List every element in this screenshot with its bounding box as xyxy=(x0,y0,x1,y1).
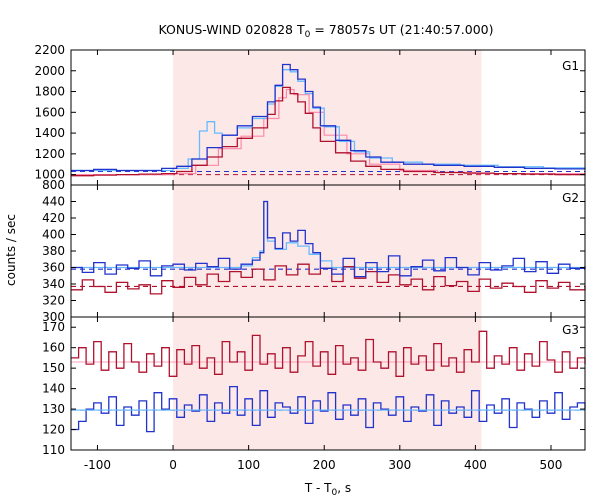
shaded-interval-g1 xyxy=(173,50,482,185)
y-tick-label-g1: 1600 xyxy=(34,105,65,119)
y-tick-label-g2: 420 xyxy=(42,211,65,225)
x-tick-label: 100 xyxy=(237,458,260,472)
chart-title: KONUS-WIND 020828 T0 = 78057s UT (21:40:… xyxy=(158,22,493,40)
y-tick-label-g1: 800 xyxy=(42,178,65,192)
y-tick-label-g1: 1200 xyxy=(34,147,65,161)
y-tick-label-g3: 110 xyxy=(42,443,65,457)
panel-frame-g3 xyxy=(70,316,586,451)
x-axis-label: T - T0, s xyxy=(304,481,351,498)
y-tick-label-g2: 320 xyxy=(42,294,65,308)
panel-label-g2: G2 xyxy=(562,191,579,205)
y-tick-label-g1: 1000 xyxy=(34,168,65,182)
data-layer xyxy=(71,63,586,433)
x-tick-label: 0 xyxy=(169,458,177,472)
y-tick-label-g3: 120 xyxy=(42,423,65,437)
x-tick-label: -100 xyxy=(84,458,111,472)
y-tick-label-g2: 380 xyxy=(42,244,65,258)
shaded-interval-g3 xyxy=(173,317,482,450)
tick-layer: 1000120014001600180020002200800300320340… xyxy=(34,43,585,472)
red-counts-g3 xyxy=(71,330,586,377)
y-tick-label-g1: 2200 xyxy=(34,43,65,57)
shaded-interval-g2 xyxy=(173,185,482,317)
y-tick-label-g3: 140 xyxy=(42,382,65,396)
x-tick-label: 200 xyxy=(313,458,336,472)
y-tick-label-g3: 170 xyxy=(42,320,65,334)
x-tick-label: 400 xyxy=(464,458,487,472)
y-tick-label-g3: 150 xyxy=(42,361,65,375)
x-tick-label: 300 xyxy=(388,458,411,472)
x-tick-label: 500 xyxy=(540,458,563,472)
y-axis-label: counts / sec xyxy=(4,214,18,286)
y-tick-label-g1: 1400 xyxy=(34,126,65,140)
panel-label-g3: G3 xyxy=(562,323,579,337)
blue-counts-g3 xyxy=(71,385,586,433)
y-tick-label-g3: 160 xyxy=(42,341,65,355)
y-tick-label-g1: 2000 xyxy=(34,64,65,78)
shaded-interval-layer xyxy=(173,50,482,450)
panel-label-g1: G1 xyxy=(562,59,579,73)
y-tick-label-g2: 400 xyxy=(42,228,65,242)
y-tick-label-g2: 300 xyxy=(42,310,65,324)
red-counts-g1 xyxy=(71,86,586,177)
y-tick-label-g1: 1800 xyxy=(34,85,65,99)
blue-counts-g1 xyxy=(71,63,586,172)
y-tick-label-g2: 440 xyxy=(42,195,65,209)
y-tick-label-g3: 130 xyxy=(42,402,65,416)
y-tick-label-g2: 340 xyxy=(42,277,65,291)
blue-counts-g2 xyxy=(71,200,586,278)
pink-model-g1 xyxy=(71,88,586,176)
y-tick-label-g2: 360 xyxy=(42,261,65,275)
